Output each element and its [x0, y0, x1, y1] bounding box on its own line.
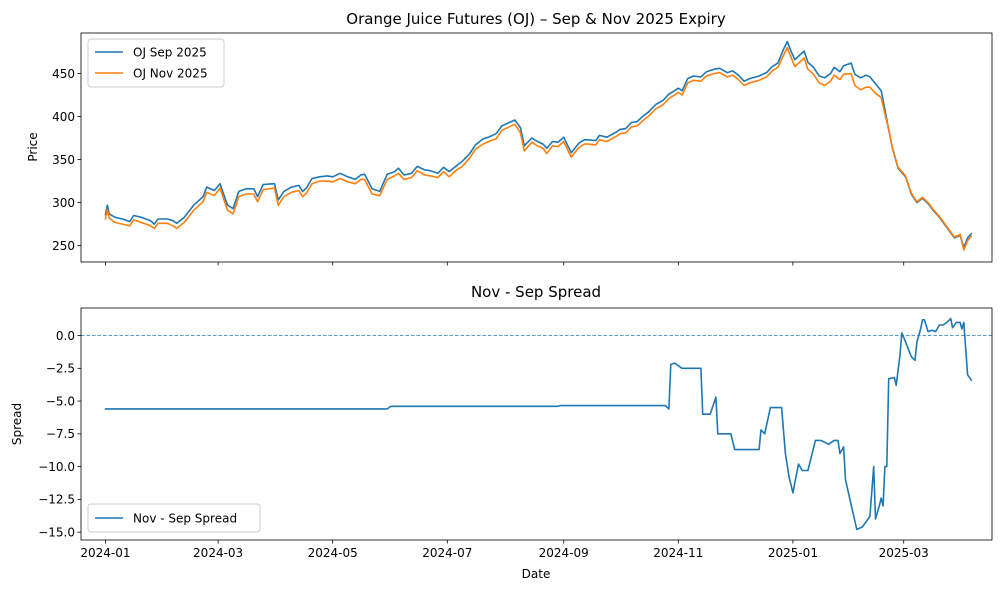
- y-tick-label: −10.0: [38, 460, 75, 474]
- legend-label-oj-sep: OJ Sep 2025: [133, 46, 207, 60]
- x-tick-label: 2024-09: [539, 546, 589, 560]
- spread-series-lines: [104, 317, 973, 531]
- spread-x-ticks: 2024-01 2024-03 2024-05 2024-07 2024-09 2024-…: [80, 540, 929, 560]
- price-chart: Orange Juice Futures (OJ) – Sep & Nov 20…: [26, 10, 993, 266]
- y-tick-label: 250: [52, 239, 75, 253]
- spread-chart: Nov - Sep Spread Spread Date 0.0 −2.5 −5.0…: [10, 283, 993, 581]
- y-tick-label: −12.5: [38, 493, 75, 507]
- y-tick-label: 450: [52, 67, 75, 81]
- price-chart-title: Orange Juice Futures (OJ) – Sep & Nov 20…: [346, 10, 726, 28]
- price-y-axis-label: Price: [26, 132, 40, 161]
- x-tick-label: 2024-05: [308, 546, 358, 560]
- y-tick-label: 350: [52, 153, 75, 167]
- legend-label-spread: Nov - Sep Spread: [133, 512, 237, 526]
- spread-legend: Nov - Sep Spread: [87, 503, 261, 533]
- x-tick-label: 2024-11: [653, 546, 703, 560]
- x-tick-label: 2024-03: [193, 546, 243, 560]
- price-x-ticks: [105, 262, 905, 266]
- x-tick-label: 2025-01: [768, 546, 818, 560]
- x-tick-label: 2025-03: [879, 546, 929, 560]
- price-plot-frame: [80, 32, 993, 263]
- series-line-nov-sep-spread: [104, 317, 973, 531]
- spread-x-axis-label: Date: [522, 567, 551, 581]
- spread-y-axis-label: Spread: [10, 403, 24, 445]
- price-legend: OJ Sep 2025 OJ Nov 2025: [87, 38, 225, 88]
- spread-y-ticks: 0.0 −2.5 −5.0 −7.5 −10.0 −12.5 −15.0: [38, 329, 81, 539]
- y-tick-label: −2.5: [46, 362, 75, 376]
- price-y-ticks: 250 300 350 400 450: [52, 67, 81, 253]
- spread-legend-box: [87, 503, 261, 533]
- x-tick-label: 2024-01: [80, 546, 130, 560]
- spread-plot-frame: [80, 307, 993, 541]
- y-tick-label: −5.0: [46, 394, 75, 408]
- legend-label-oj-nov: OJ Nov 2025: [133, 67, 208, 81]
- price-series-lines: [104, 40, 973, 251]
- x-tick-label: 2024-07: [422, 546, 472, 560]
- y-tick-label: 300: [52, 196, 75, 210]
- spread-chart-title: Nov - Sep Spread: [471, 283, 601, 301]
- y-tick-label: −15.0: [38, 525, 75, 539]
- price-legend-box: [87, 38, 225, 88]
- y-tick-label: 0.0: [56, 329, 75, 343]
- y-tick-label: 400: [52, 110, 75, 124]
- y-tick-label: −7.5: [46, 427, 75, 441]
- series-line-oj-sep-2025: [104, 40, 973, 249]
- series-line-oj-nov-2025: [104, 46, 973, 251]
